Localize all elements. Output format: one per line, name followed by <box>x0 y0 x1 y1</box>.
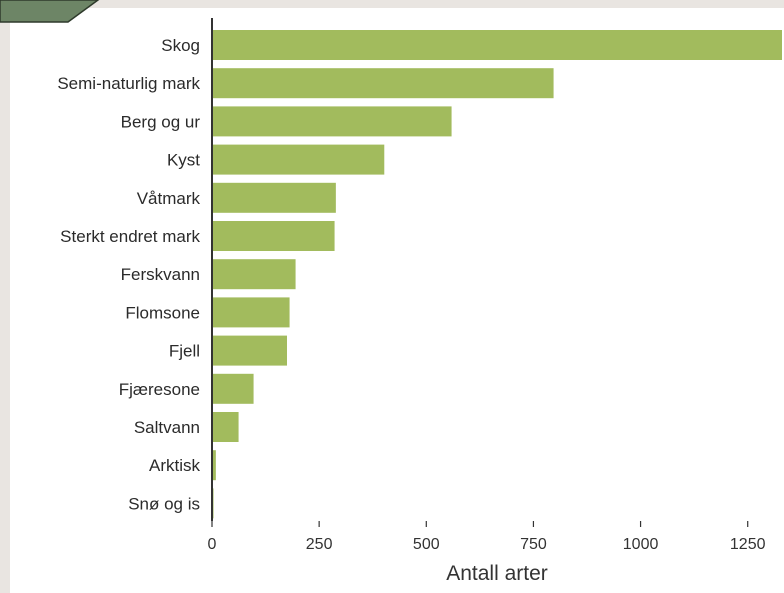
x-axis-title: Antall arter <box>446 562 548 585</box>
chart-panel <box>10 8 784 593</box>
bar-10 <box>212 412 239 442</box>
category-label-1: Semi-naturlig mark <box>57 74 200 93</box>
bar-4 <box>212 182 336 213</box>
bar-7 <box>212 297 290 328</box>
category-label-3: Kyst <box>167 151 200 170</box>
bar-5 <box>212 221 335 251</box>
category-label-6: Ferskvann <box>121 265 200 284</box>
x-tick-label-0: 0 <box>208 536 217 553</box>
bar-1 <box>212 68 554 99</box>
category-label-10: Saltvann <box>134 418 200 437</box>
category-label-8: Fjell <box>169 342 200 361</box>
bar-3 <box>212 144 385 175</box>
x-tick-label-2: 500 <box>413 536 440 553</box>
corner-tab-decoration <box>0 0 100 23</box>
x-tick-label-3: 750 <box>520 536 547 553</box>
category-label-9: Fjæresone <box>119 380 200 399</box>
category-label-11: Arktisk <box>149 456 201 475</box>
bar-11 <box>212 450 216 481</box>
bar-6 <box>212 259 296 290</box>
x-axis-ticks: 0 250 500 750 1000 1250 <box>208 521 766 553</box>
bar-8 <box>212 335 287 366</box>
category-labels: Skog Semi-naturlig mark Berg og ur Kyst Våtm… <box>57 36 200 513</box>
bars-group <box>212 30 782 519</box>
category-label-4: Våtmark <box>137 189 201 208</box>
category-label-7: Flomsone <box>125 303 200 322</box>
bar-0 <box>212 30 782 60</box>
bar-9 <box>212 373 254 404</box>
category-label-12: Snø og is <box>128 494 200 513</box>
x-tick-label-5: 1250 <box>730 536 766 553</box>
category-label-2: Berg og ur <box>121 112 201 131</box>
x-tick-label-4: 1000 <box>623 536 659 553</box>
bar-2 <box>212 106 452 137</box>
category-label-5: Sterkt endret mark <box>60 227 200 246</box>
category-label-0: Skog <box>161 36 200 55</box>
x-tick-label-1: 250 <box>306 536 333 553</box>
